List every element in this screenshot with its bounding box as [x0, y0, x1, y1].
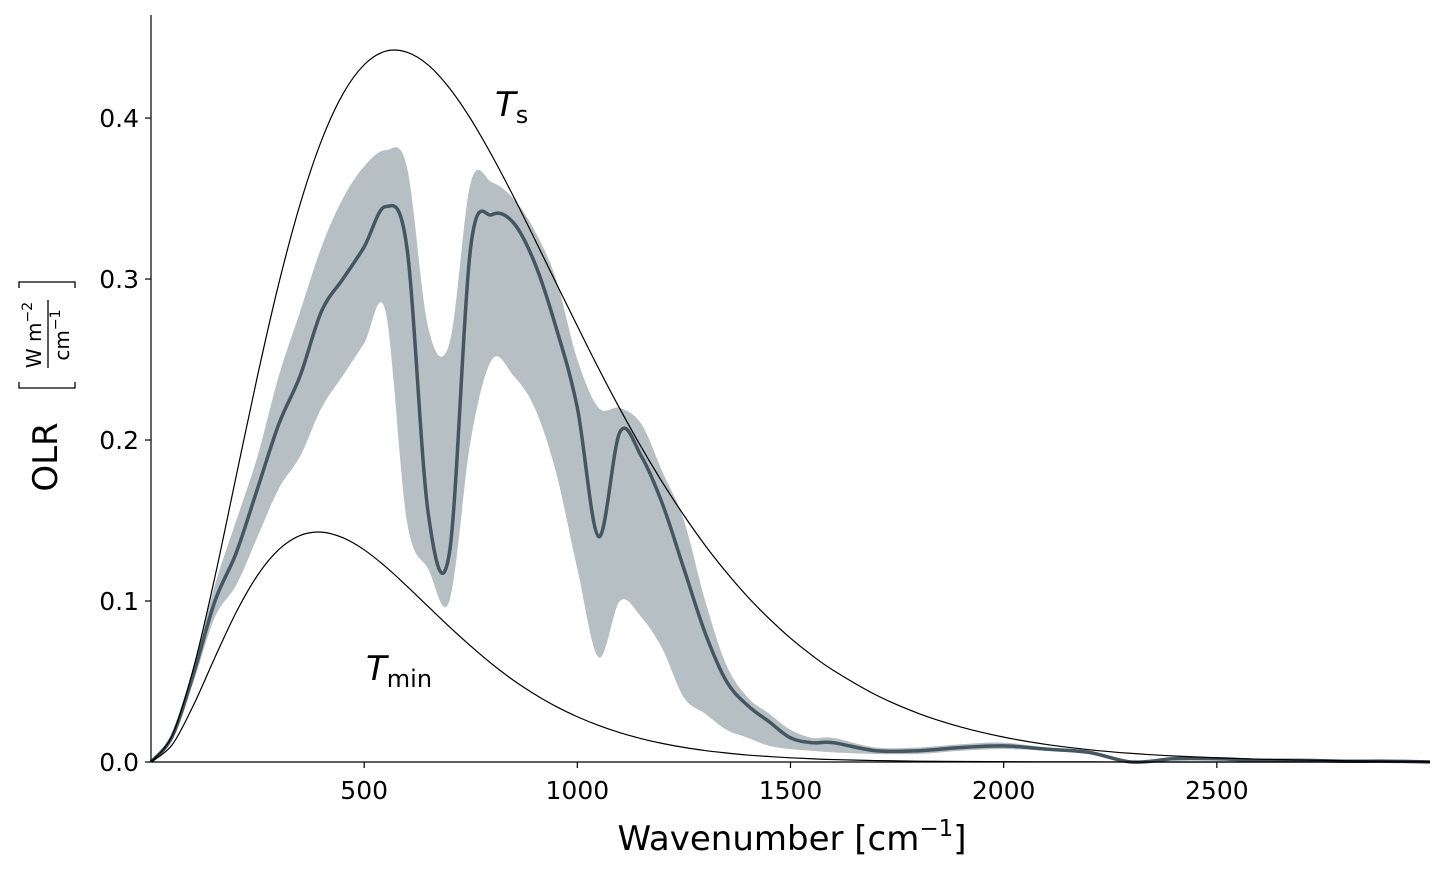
x-tick-label: 500 [340, 776, 388, 805]
annotation-sub: min [387, 665, 432, 693]
x-tick-label: 1000 [546, 776, 610, 805]
y-tick-label: 0.0 [99, 748, 139, 777]
y-tick-label: 0.4 [99, 104, 139, 133]
spectrum-band [151, 147, 1430, 763]
y-label-num-text: W m [22, 323, 46, 369]
annotation: Ts [495, 85, 528, 129]
series-line [150, 531, 1430, 763]
x-tick-label: 2000 [972, 776, 1036, 805]
bracket-left [18, 382, 76, 389]
y-label-den-sup: −1 [48, 309, 64, 330]
annotation-text: T [366, 649, 389, 689]
series-line [150, 49, 1431, 763]
plot-area [149, 49, 1431, 764]
y-label-den-text: cm [50, 330, 74, 360]
y-tick-label: 0.1 [99, 587, 139, 616]
bracket-right [18, 281, 76, 288]
x-tick-label: 1500 [759, 776, 823, 805]
annotation: Tmin [366, 649, 432, 693]
x-label-end: ] [953, 819, 966, 859]
y-label-num: W m−2 [20, 302, 46, 368]
y-label-num-sup: −2 [20, 302, 36, 323]
y-tick-label: 0.2 [99, 426, 139, 455]
y-label-text: OLR [26, 422, 66, 491]
y-label-den: cm−1 [48, 309, 74, 360]
x-label-text: Wavenumber [cm [617, 819, 919, 859]
series-line [149, 203, 1431, 764]
x-tick-label: 2500 [1185, 776, 1249, 805]
annotation-text: T [495, 85, 518, 125]
x-axis-label: Wavenumber [cm−1] [617, 816, 966, 859]
annotation-sub: s [516, 101, 529, 129]
y-axis-label: OLR W m−2 cm−1 [18, 281, 76, 492]
y-tick-label: 0.3 [99, 265, 139, 294]
x-label-sup: −1 [919, 816, 953, 842]
